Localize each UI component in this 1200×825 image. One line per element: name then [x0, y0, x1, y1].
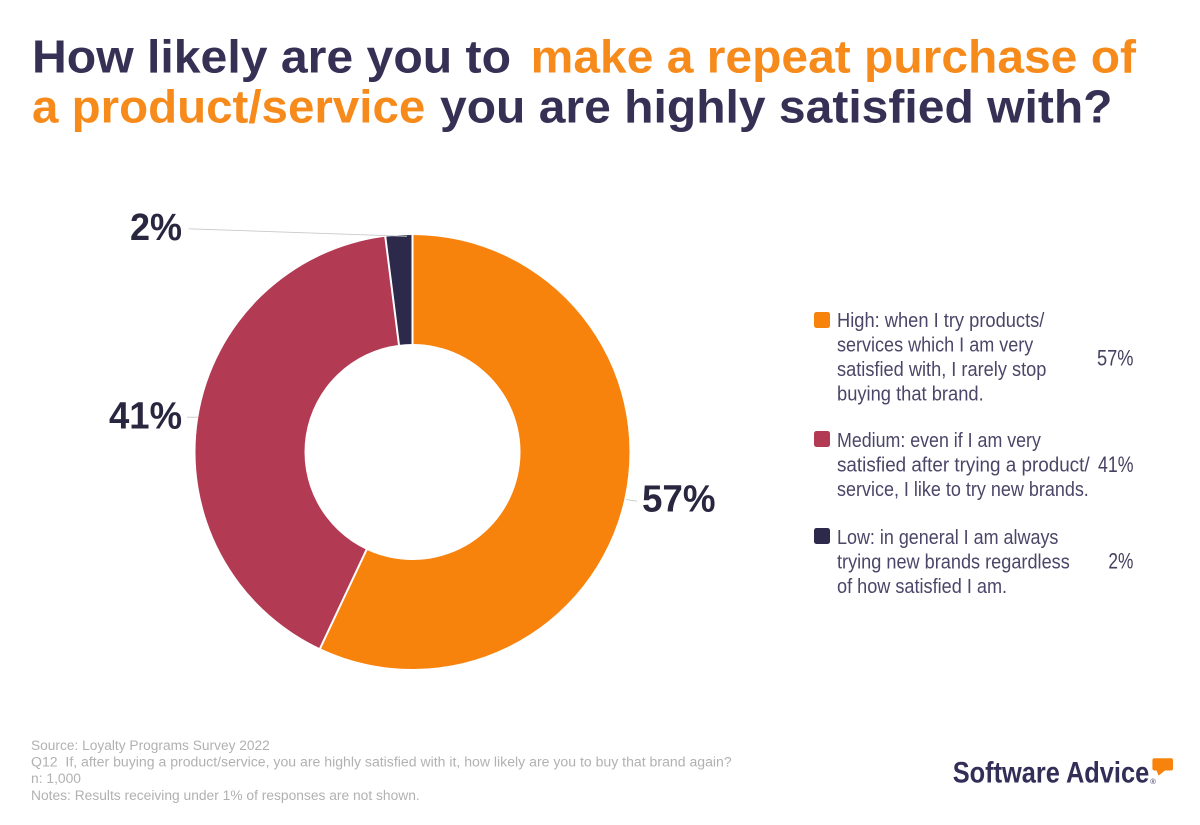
svg-text:satisfied after trying a produ: satisfied after trying a product/: [837, 454, 1090, 476]
svg-text:make a repeat purchase of: make a repeat purchase of: [531, 31, 1137, 83]
svg-text:41%: 41%: [109, 396, 182, 438]
svg-text:a product/service: a product/service: [32, 81, 425, 133]
svg-text:2%: 2%: [1108, 549, 1133, 574]
svg-text:services which I am very: services which I am very: [837, 335, 1033, 357]
svg-text:n: 1,000: n: 1,000: [31, 771, 81, 786]
svg-text:How likely are you to: How likely are you to: [32, 31, 511, 83]
svg-text:Low: in general I am always: Low: in general I am always: [837, 527, 1058, 549]
svg-text:High: when I try products/: High: when I try products/: [837, 310, 1045, 332]
svg-text:service, I like to try new bra: service, I like to try new brands.: [837, 479, 1089, 501]
svg-text:41%: 41%: [1098, 452, 1134, 477]
svg-text:trying new brands regardless: trying new brands regardless: [837, 552, 1070, 574]
svg-text:2%: 2%: [130, 207, 182, 249]
svg-text:Notes: Results receiving under: Notes: Results receiving under 1% of res…: [31, 788, 420, 803]
svg-text:57%: 57%: [1097, 346, 1134, 371]
svg-text:you are highly satisfied with?: you are highly satisfied with?: [440, 81, 1113, 133]
svg-text:Source: Loyalty Programs Surve: Source: Loyalty Programs Survey 2022: [31, 738, 270, 753]
svg-text:satisfied with, I rarely stop: satisfied with, I rarely stop: [837, 359, 1046, 381]
svg-text:®: ®: [1150, 777, 1156, 786]
svg-text:Q12 If, after buying a produc: Q12 If, after buying a product/service, …: [31, 755, 732, 770]
svg-text:buying that brand.: buying that brand.: [837, 384, 984, 406]
svg-text:57%: 57%: [642, 479, 716, 521]
svg-text:of how satisfied I am.: of how satisfied I am.: [837, 576, 1007, 598]
svg-text:Medium: even if I am very: Medium: even if I am very: [837, 430, 1041, 452]
svg-text:Software Advice: Software Advice: [953, 757, 1149, 790]
